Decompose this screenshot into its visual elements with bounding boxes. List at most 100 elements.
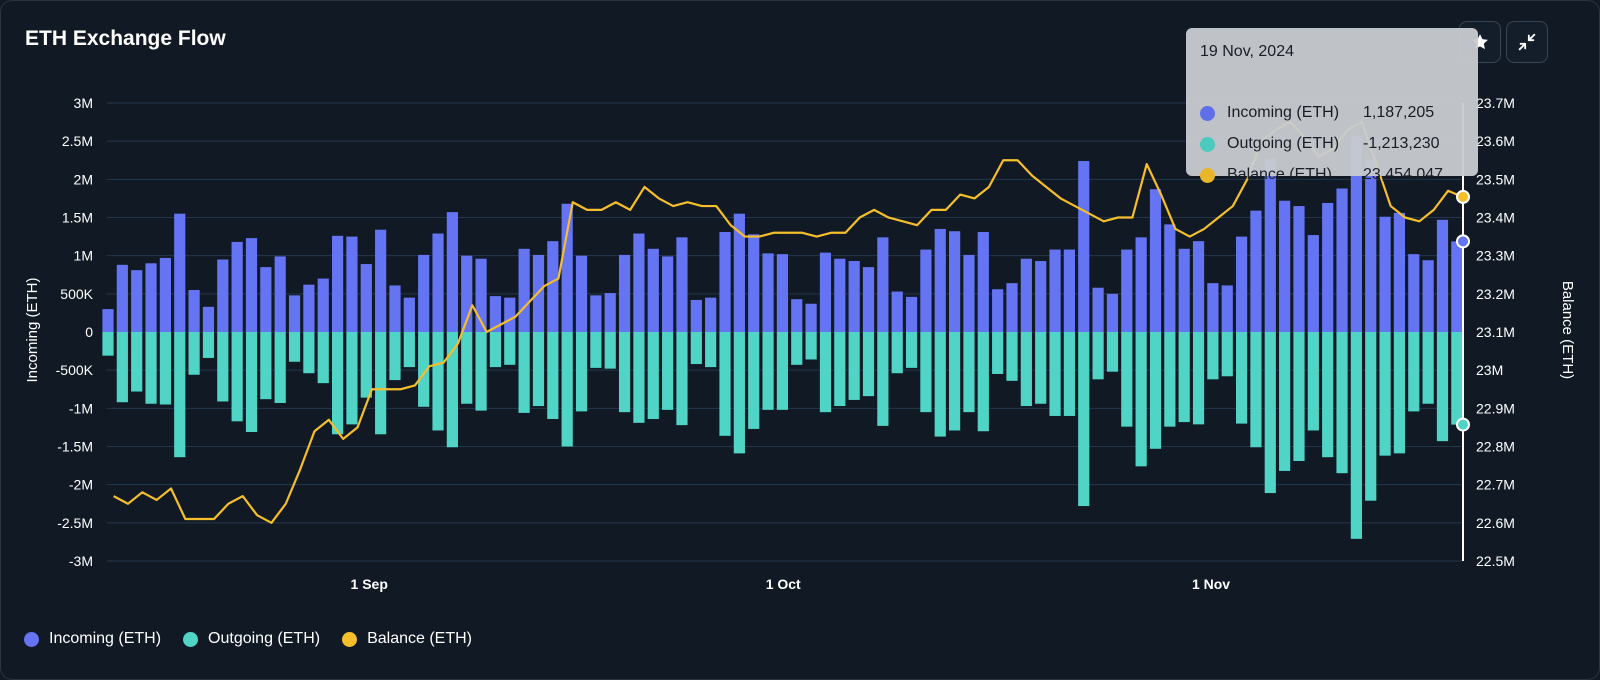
- tooltip-row-outgoing: Outgoing (ETH) -1,213,230: [1200, 133, 1440, 155]
- collapse-button[interactable]: [1506, 21, 1548, 63]
- incoming-bar: [1365, 159, 1377, 332]
- outgoing-bar: [145, 332, 157, 404]
- y-tick-label: -2M: [69, 477, 93, 493]
- incoming-bar: [1235, 236, 1248, 332]
- outgoing-bar: [1149, 332, 1162, 449]
- incoming-bar: [762, 253, 774, 332]
- y2-tick-label: 23.7M: [1476, 95, 1515, 111]
- incoming-bar: [1393, 212, 1406, 332]
- y-tick-label: -1.5M: [57, 439, 93, 455]
- legend-item-balance[interactable]: Balance (ETH): [342, 630, 472, 648]
- tooltip-row-balance: Balance (ETH) 23,454,047: [1200, 164, 1443, 186]
- incoming-bar: [475, 258, 487, 332]
- y-tick-label: 1M: [74, 248, 93, 264]
- outgoing-bar: [188, 332, 200, 375]
- incoming-bar: [260, 267, 272, 332]
- outgoing-bar: [475, 332, 487, 411]
- outgoing-dot-icon: [183, 631, 199, 647]
- y2-tick-label: 23.4M: [1476, 210, 1515, 226]
- outgoing-bar: [1279, 332, 1291, 471]
- incoming-bar: [1307, 235, 1319, 332]
- incoming-bar: [705, 297, 717, 332]
- balance-dot-icon: [342, 631, 358, 647]
- legend-label: Outgoing (ETH): [208, 630, 321, 647]
- incoming-bar: [518, 248, 530, 332]
- outgoing-bar: [862, 332, 875, 397]
- incoming-bar: [1279, 200, 1291, 332]
- incoming-bar: [618, 254, 631, 332]
- incoming-bar: [604, 293, 616, 332]
- outgoing-bar: [1078, 332, 1090, 507]
- incoming-bar: [245, 238, 258, 332]
- incoming-bar: [776, 254, 789, 332]
- incoming-bar: [1322, 202, 1334, 332]
- outgoing-bar: [346, 332, 358, 425]
- outgoing-bar: [360, 332, 372, 398]
- outgoing-bar: [949, 332, 961, 431]
- incoming-bar: [633, 233, 645, 332]
- outgoing-bar: [1035, 332, 1047, 404]
- outgoing-bar: [776, 332, 789, 410]
- outgoing-bar: [1350, 332, 1362, 539]
- outgoing-bar: [1207, 332, 1219, 380]
- outgoing-bar: [748, 332, 760, 429]
- outgoing-bar: [905, 332, 918, 368]
- outgoing-bar: [446, 332, 458, 448]
- outgoing-bar: [202, 332, 215, 358]
- incoming-bar: [905, 296, 918, 332]
- outgoing-bar: [676, 332, 688, 426]
- outgoing-bar: [618, 332, 631, 413]
- outgoing-bar: [920, 332, 932, 413]
- chart-legend: Incoming (ETH) Outgoing (ETH) Balance (E…: [24, 630, 494, 648]
- incoming-bar: [1436, 219, 1449, 332]
- incoming-bar: [834, 258, 846, 332]
- outgoing-bar: [1121, 332, 1133, 427]
- outgoing-bar: [992, 332, 1004, 374]
- incoming-bar: [1250, 210, 1262, 332]
- incoming-bar: [690, 299, 702, 332]
- tooltip-value: 1,187,205: [1363, 104, 1435, 121]
- outgoing-bar: [1049, 332, 1061, 416]
- outgoing-bar: [1322, 332, 1334, 458]
- y2-tick-label: 22.5M: [1476, 553, 1515, 569]
- outgoing-bar: [116, 332, 128, 403]
- outgoing-dot-icon: [1200, 136, 1215, 152]
- incoming-bar: [733, 213, 745, 332]
- incoming-bar: [1336, 188, 1348, 332]
- outgoing-bar: [1192, 332, 1205, 425]
- outgoing-bar: [834, 332, 846, 407]
- incoming-bar: [1178, 248, 1190, 332]
- outgoing-bar: [418, 332, 430, 407]
- y2-tick-label: 23.2M: [1476, 286, 1515, 302]
- outgoing-bar: [375, 332, 387, 435]
- incoming-bar: [1192, 241, 1205, 332]
- legend-item-incoming[interactable]: Incoming (ETH): [24, 630, 161, 648]
- incoming-bar: [647, 248, 659, 332]
- tooltip-value: -1,213,230: [1363, 135, 1440, 152]
- outgoing-bar: [317, 332, 329, 384]
- outgoing-bar: [389, 332, 401, 381]
- incoming-bar: [145, 263, 157, 332]
- incoming-bar: [360, 264, 372, 332]
- y2-tick-label: 22.8M: [1476, 439, 1515, 455]
- incoming-bar: [1063, 249, 1075, 332]
- outgoing-bar: [891, 332, 903, 374]
- tooltip-date: 19 Nov, 2024: [1200, 43, 1294, 60]
- incoming-bar: [461, 255, 473, 332]
- outgoing-bar: [977, 332, 989, 432]
- legend-label: Incoming (ETH): [49, 630, 162, 647]
- outgoing-bar: [1365, 332, 1377, 501]
- y2-tick-label: 23.5M: [1476, 171, 1515, 187]
- outgoing-bar: [819, 332, 832, 413]
- outgoing-bar: [1063, 332, 1075, 416]
- incoming-bar: [131, 270, 143, 332]
- y2-tick-label: 23M: [1476, 362, 1503, 378]
- outgoing-bar: [1178, 332, 1190, 423]
- outgoing-bar: [1393, 332, 1406, 454]
- legend-item-outgoing[interactable]: Outgoing (ETH): [183, 630, 320, 648]
- outgoing-bar: [174, 332, 186, 458]
- outgoing-bar: [791, 332, 803, 365]
- outgoing-bar: [590, 332, 602, 368]
- x-tick-label: 1 Nov: [1192, 576, 1230, 592]
- incoming-bar: [446, 212, 458, 332]
